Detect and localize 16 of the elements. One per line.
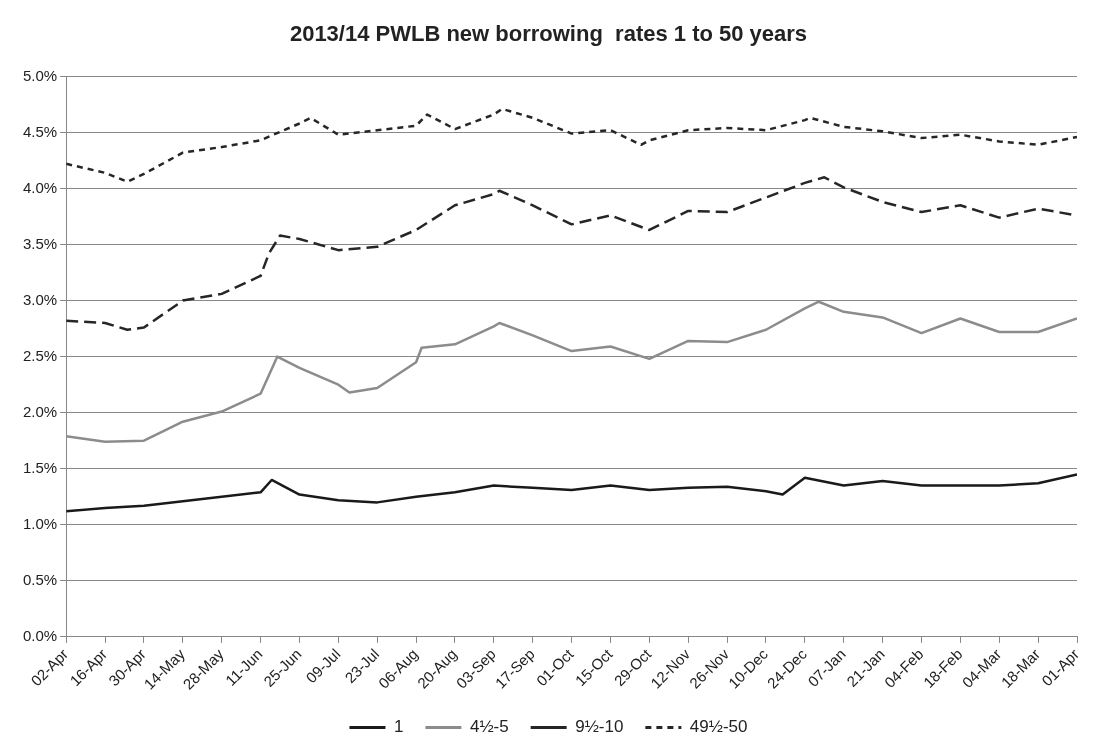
legend-label: 1 <box>393 717 404 737</box>
chart-title: 2013/14 PWLB new borrowing rates 1 to 50 years <box>289 21 808 47</box>
y-tick-label: 1.5% <box>22 458 58 476</box>
y-tick-label: 2.0% <box>22 402 58 420</box>
y-tick-label: 1.0% <box>22 514 58 532</box>
y-tick-label: 0.5% <box>22 570 58 588</box>
legend-label: 49½-50 <box>689 717 748 737</box>
y-tick-label: 3.0% <box>22 290 58 308</box>
y-tick-label: 4.5% <box>22 122 58 140</box>
y-tick-label: 5.0% <box>22 66 58 84</box>
legend-label: 4½-5 <box>469 717 509 737</box>
y-tick-label: 4.0% <box>22 178 58 196</box>
y-tick-label: 2.5% <box>22 346 58 364</box>
legend-label: 9½-10 <box>575 717 624 737</box>
y-tick-label: 0.0% <box>22 627 58 645</box>
y-tick-label: 3.5% <box>22 234 58 252</box>
